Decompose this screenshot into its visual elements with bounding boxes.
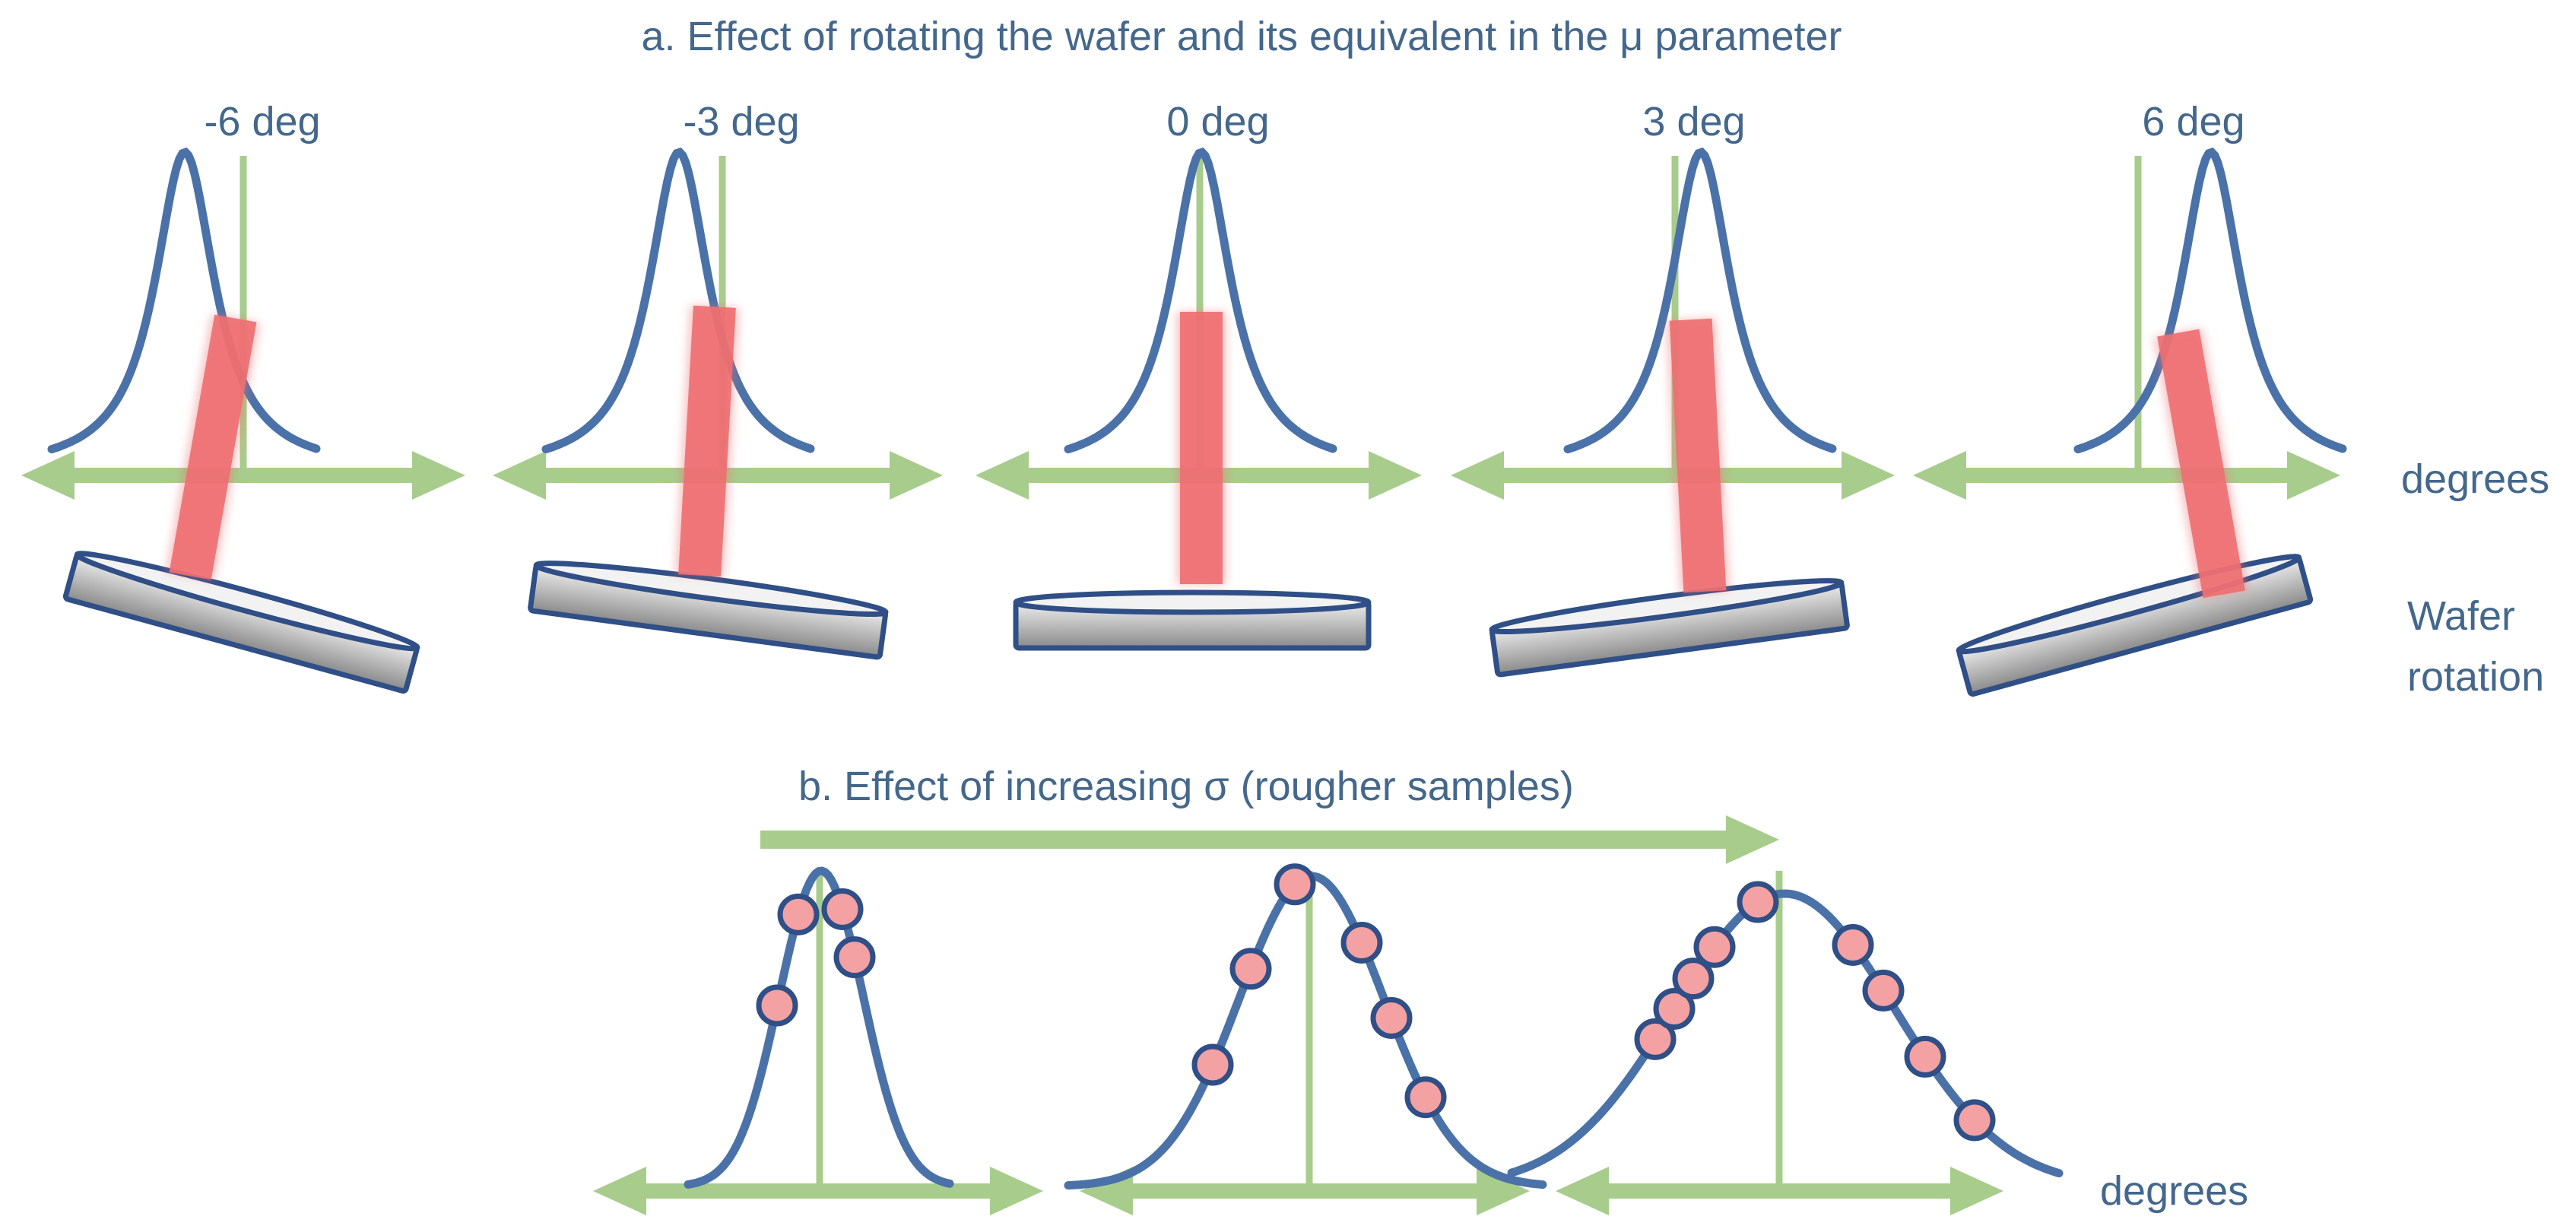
rocking-curve bbox=[1064, 872, 1547, 1190]
degree-axis-arrow bbox=[1913, 451, 2340, 500]
data-point bbox=[1862, 969, 1905, 1012]
data-point bbox=[1229, 948, 1272, 990]
rocking-curve bbox=[1064, 147, 1337, 454]
data-point bbox=[1274, 863, 1316, 906]
data-point bbox=[1634, 1018, 1677, 1060]
tilt-label: 6 deg bbox=[2142, 99, 2244, 145]
data-point bbox=[1340, 921, 1383, 964]
rocking-curve bbox=[2073, 147, 2347, 454]
tilt-panel: -3 deg bbox=[493, 99, 943, 660]
tilt-panel: 0 deg bbox=[976, 99, 1422, 651]
sigma-panel bbox=[1064, 863, 1547, 1215]
sigma-panel bbox=[593, 866, 1043, 1215]
sigma-increase-arrow bbox=[760, 815, 1779, 864]
tilt-label: -3 deg bbox=[683, 99, 799, 145]
panel-a-group: -6 deg -3 deg 0 deg 3 deg 6 deg bbox=[21, 99, 2347, 697]
wafer-label-line2: rotation bbox=[2407, 654, 2544, 700]
data-point bbox=[1737, 881, 1779, 923]
axis-unit-label-a: degrees bbox=[2401, 456, 2549, 502]
sigma-panel bbox=[1507, 871, 2064, 1215]
data-point bbox=[1953, 1099, 1996, 1142]
axis-unit-label-b: degrees bbox=[2100, 1168, 2248, 1214]
data-point bbox=[1370, 996, 1413, 1039]
tilt-panel: 3 deg bbox=[1451, 99, 1895, 678]
tilt-panel: -6 deg bbox=[21, 99, 465, 694]
rocking-curve bbox=[47, 147, 321, 454]
data-point bbox=[756, 984, 798, 1027]
data-point bbox=[777, 893, 820, 935]
wafer-disc bbox=[528, 561, 889, 660]
panel-b-group bbox=[593, 863, 2064, 1215]
incident-beam bbox=[2154, 329, 2248, 599]
incident-beam bbox=[1666, 318, 1730, 593]
data-point bbox=[1672, 958, 1715, 1000]
rocking-curve bbox=[1563, 147, 1837, 454]
wafer-disc bbox=[1956, 554, 2314, 697]
data-point bbox=[821, 888, 864, 930]
data-point bbox=[1191, 1043, 1234, 1086]
tilt-label: -6 deg bbox=[204, 99, 320, 145]
tilt-label: 0 deg bbox=[1166, 99, 1269, 145]
incident-beam bbox=[166, 314, 260, 580]
tilt-panel: 6 deg bbox=[1913, 99, 2347, 697]
wafer-disc bbox=[1489, 578, 1850, 678]
wafer-label-line1: Wafer bbox=[2407, 593, 2515, 639]
data-point bbox=[1904, 1035, 1946, 1078]
panel-a-title: a. Effect of rotating the wafer and its … bbox=[641, 14, 1842, 59]
data-point bbox=[1404, 1076, 1447, 1119]
incident-beam bbox=[675, 305, 739, 577]
degree-axis-arrow bbox=[1080, 1167, 1530, 1215]
data-point bbox=[1693, 926, 1736, 968]
data-point bbox=[1832, 923, 1874, 966]
panel-b-title: b. Effect of increasing σ (rougher sampl… bbox=[798, 764, 1574, 809]
rocking-curve bbox=[684, 866, 954, 1189]
incident-beam bbox=[1177, 312, 1226, 584]
tilt-label: 3 deg bbox=[1642, 99, 1745, 145]
rocking-curve bbox=[541, 147, 815, 454]
data-point bbox=[1653, 987, 1696, 1030]
data-point bbox=[833, 936, 876, 979]
wafer-disc bbox=[1013, 589, 1372, 651]
wafer-disc bbox=[62, 551, 420, 694]
